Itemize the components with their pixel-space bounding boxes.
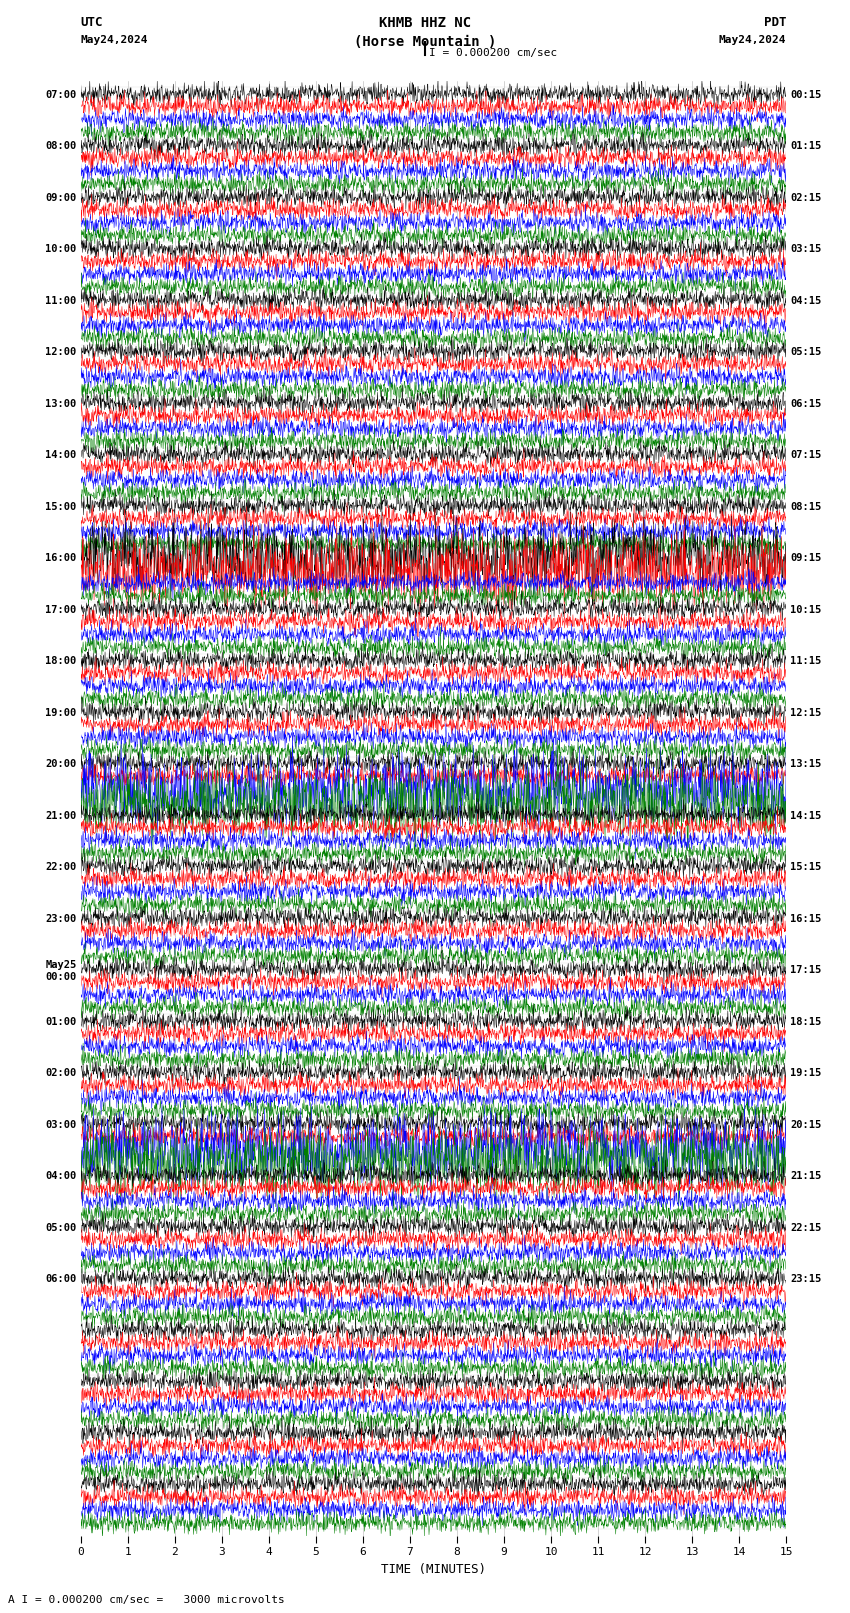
Text: A I = 0.000200 cm/sec =   3000 microvolts: A I = 0.000200 cm/sec = 3000 microvolts [8, 1595, 286, 1605]
Text: May24,2024: May24,2024 [719, 35, 786, 45]
Text: I = 0.000200 cm/sec: I = 0.000200 cm/sec [429, 48, 558, 58]
Text: UTC: UTC [81, 16, 103, 29]
Text: (Horse Mountain ): (Horse Mountain ) [354, 35, 496, 50]
X-axis label: TIME (MINUTES): TIME (MINUTES) [381, 1563, 486, 1576]
Text: KHMB HHZ NC: KHMB HHZ NC [379, 16, 471, 31]
Text: PDT: PDT [764, 16, 786, 29]
Text: May24,2024: May24,2024 [81, 35, 148, 45]
